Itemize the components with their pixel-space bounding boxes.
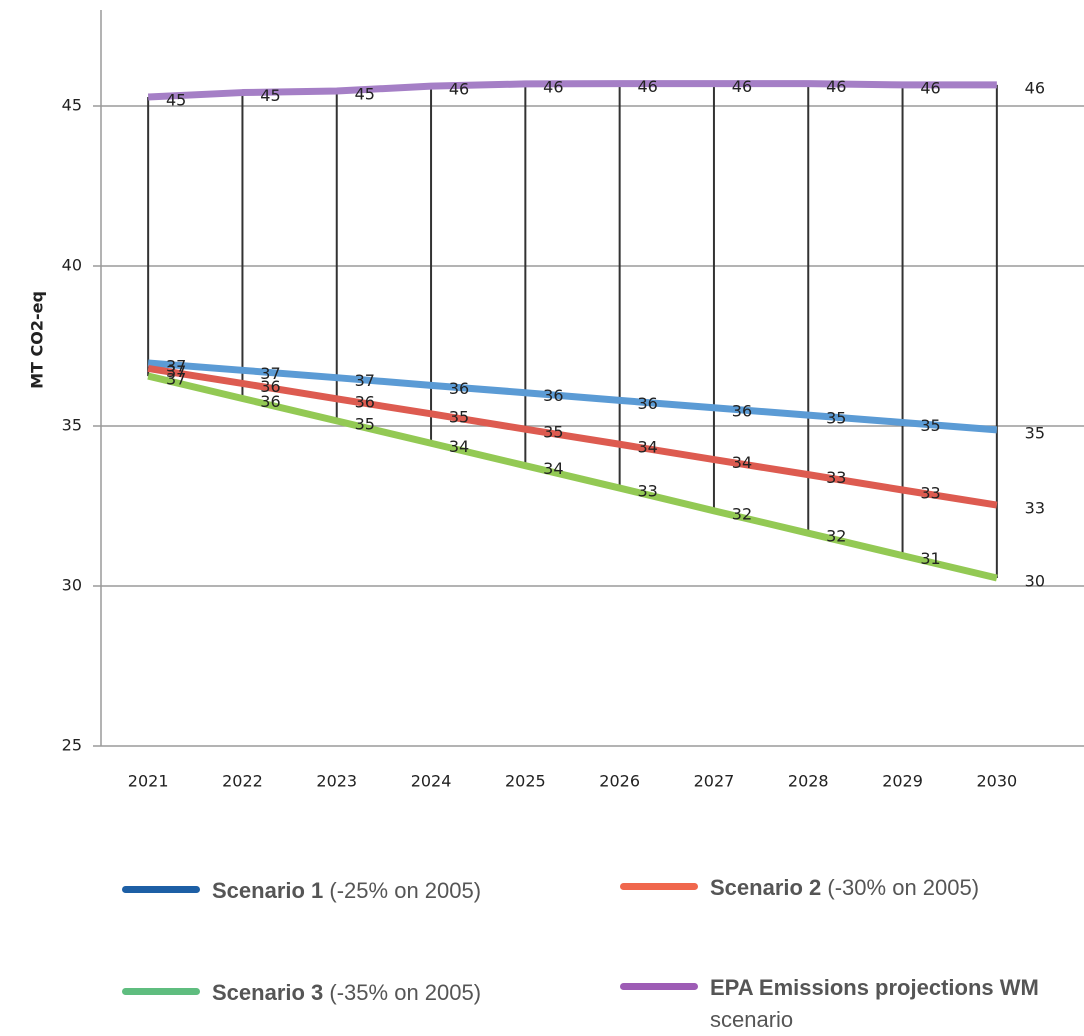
data-label: 36 — [355, 392, 375, 411]
legend-item: Scenario 2 (-30% on 2005) — [620, 872, 1070, 904]
legend-swatch — [620, 883, 698, 890]
x-tick-label: 2028 — [788, 772, 829, 791]
legend-swatch — [122, 886, 200, 893]
chart: MT CO2-eq 25 30 35 40 45 2021 2022 2023 2024 2025… — [28, 10, 1084, 791]
data-label: 33 — [920, 484, 940, 503]
data-label: 46 — [1025, 78, 1045, 97]
data-label: 36 — [260, 392, 280, 411]
data-label: 36 — [449, 379, 469, 398]
legend-name: Scenario 1 — [212, 878, 324, 903]
data-label: 46 — [826, 77, 846, 96]
data-label: 34 — [543, 459, 563, 478]
data-label: 35 — [449, 407, 469, 426]
x-tick-label: 2030 — [976, 772, 1017, 791]
data-label: 35 — [920, 416, 940, 435]
data-label: 36 — [637, 394, 657, 413]
data-label: 34 — [449, 437, 469, 456]
legend-item: Scenario 1 (-25% on 2005) — [122, 875, 572, 907]
x-tick-label: 2023 — [316, 772, 357, 791]
legend-note: (-30% on 2005) — [827, 875, 980, 900]
legend-name: Scenario 3 — [212, 980, 324, 1005]
data-label: 34 — [732, 453, 752, 472]
data-label: 46 — [732, 77, 752, 96]
x-tick-label: 2026 — [599, 772, 640, 791]
data-label: 46 — [920, 78, 940, 97]
y-axis-label: MT CO2-eq — [28, 291, 47, 389]
data-label: 33 — [637, 482, 657, 501]
data-label: 37 — [166, 362, 186, 381]
x-tick-label: 2022 — [222, 772, 263, 791]
x-tick-label: 2024 — [411, 772, 452, 791]
y-tick-label: 35 — [62, 416, 82, 435]
data-label: 45 — [166, 91, 186, 110]
y-tick-label: 25 — [62, 736, 82, 755]
data-label: 36 — [543, 386, 563, 405]
data-label: 32 — [732, 504, 752, 523]
legend-text: Scenario 1 (-25% on 2005) — [212, 875, 572, 907]
data-label: 33 — [826, 468, 846, 487]
series-line — [147, 372, 998, 582]
legend-note: scenario — [710, 1007, 794, 1032]
legend-swatch — [122, 988, 200, 995]
legend-note: (-25% on 2005) — [329, 878, 482, 903]
y-tick-label: 40 — [62, 256, 82, 275]
legend-text: Scenario 3 (-35% on 2005) — [212, 977, 572, 1009]
data-label: 35 — [355, 414, 375, 433]
data-label: 32 — [826, 527, 846, 546]
data-label: 46 — [449, 80, 469, 99]
x-tick-label: 2029 — [882, 772, 923, 791]
x-tick-label: 2025 — [505, 772, 546, 791]
data-label: 34 — [637, 438, 657, 457]
legend-item: Scenario 3 (-35% on 2005) — [122, 977, 572, 1009]
data-label: 33 — [1025, 499, 1045, 518]
data-label: 46 — [543, 77, 563, 96]
x-tick-label: 2021 — [128, 772, 169, 791]
y-tick-label: 45 — [62, 96, 82, 115]
x-tick-label: 2027 — [694, 772, 735, 791]
legend-swatch — [620, 983, 698, 990]
series-line — [147, 359, 998, 434]
data-label: 35 — [826, 409, 846, 428]
legend-item: EPA Emissions projections WM scenario — [620, 972, 1070, 1036]
series-line — [147, 364, 998, 509]
y-tick-label: 30 — [62, 576, 82, 595]
data-label: 46 — [637, 77, 657, 96]
legend-text: EPA Emissions projections WM scenario — [710, 972, 1070, 1036]
data-label: 31 — [920, 549, 940, 568]
data-label: 37 — [260, 364, 280, 383]
legend-note: (-35% on 2005) — [329, 980, 482, 1005]
legend-name: Scenario 2 — [710, 875, 822, 900]
legend-name: EPA Emissions projections WM — [710, 975, 1039, 1000]
data-label: 45 — [355, 84, 375, 103]
data-label: 45 — [260, 86, 280, 105]
data-label: 36 — [260, 377, 280, 396]
data-label: 37 — [355, 371, 375, 390]
series-line — [147, 80, 997, 101]
legend-text: Scenario 2 (-30% on 2005) — [710, 872, 1070, 904]
data-label: 35 — [1025, 423, 1045, 442]
data-label: 30 — [1025, 572, 1045, 591]
data-label: 36 — [732, 401, 752, 420]
data-label: 37 — [166, 356, 186, 375]
data-label: 37 — [166, 370, 186, 389]
data-label: 35 — [543, 423, 563, 442]
